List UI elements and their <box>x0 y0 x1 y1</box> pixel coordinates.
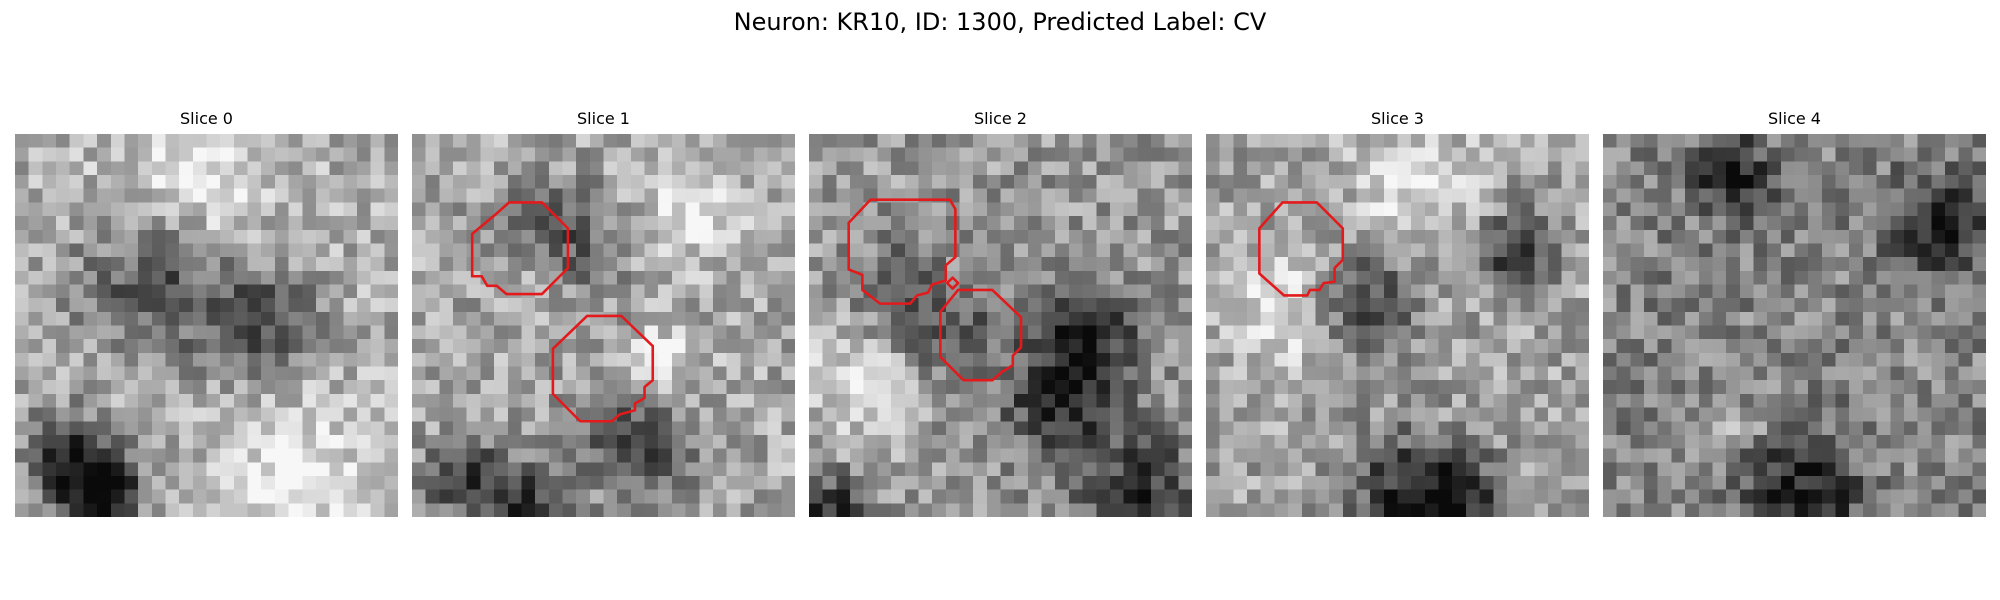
slice-4-panel: Slice 4 <box>1603 108 1986 520</box>
slice-3-image <box>1206 134 1589 517</box>
slice-2-image <box>809 134 1192 517</box>
slice-1-title: Slice 1 <box>577 109 630 128</box>
slice-0-panel: Slice 0 <box>15 108 398 520</box>
roi-contour <box>945 276 960 290</box>
pixel-grid <box>412 134 795 517</box>
slice-3-panel: Slice 3 <box>1206 108 1589 520</box>
slice-1-image <box>412 134 795 517</box>
slice-4-image <box>1603 134 1986 517</box>
pixel-grid <box>1603 134 1986 517</box>
roi-contour <box>939 288 1023 382</box>
roi-contour <box>470 201 570 296</box>
pixel-grid <box>809 134 1192 517</box>
slice-0-title: Slice 0 <box>180 109 233 128</box>
slice-3-title: Slice 3 <box>1371 109 1424 128</box>
pixel-grid <box>1206 134 1589 517</box>
figure-title: Neuron: KR10, ID: 1300, Predicted Label:… <box>733 8 1267 36</box>
pixel-grid <box>15 134 398 517</box>
slice-4-title: Slice 4 <box>1768 109 1821 128</box>
slice-2-panel: Slice 2 <box>809 108 1192 520</box>
slice-2-title: Slice 2 <box>974 109 1027 128</box>
roi-contour <box>1258 201 1345 297</box>
slice-0-image <box>15 134 398 517</box>
slice-1-panel: Slice 1 <box>412 108 795 520</box>
roi-contour <box>847 198 957 305</box>
roi-contour <box>551 314 655 423</box>
